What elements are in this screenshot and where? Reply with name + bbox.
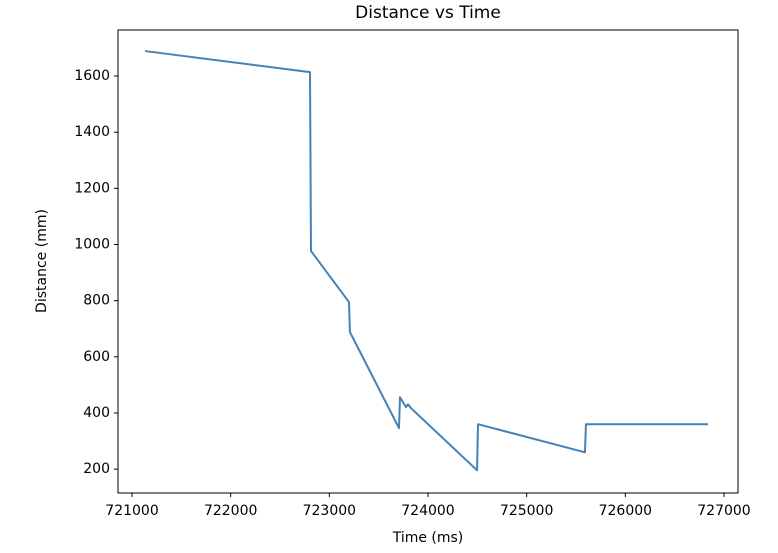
x-tick-label: 723000 bbox=[303, 503, 356, 519]
data-line bbox=[144, 50, 709, 472]
x-tick-label: 727000 bbox=[697, 503, 750, 519]
y-tick-label: 600 bbox=[83, 349, 110, 365]
y-tick-label: 1400 bbox=[74, 124, 110, 140]
y-tick-label: 200 bbox=[83, 461, 110, 477]
x-tick-label: 725000 bbox=[500, 503, 553, 519]
y-tick-label: 1200 bbox=[74, 180, 110, 196]
y-axis-label: Distance (mm) bbox=[34, 209, 50, 313]
x-tick-label: 724000 bbox=[401, 503, 454, 519]
y-tick-label: 800 bbox=[83, 293, 110, 309]
y-tick-label: 1600 bbox=[74, 68, 110, 84]
x-tick-label: 726000 bbox=[599, 503, 652, 519]
y-tick-label: 400 bbox=[83, 405, 110, 421]
y-tick-label: 1000 bbox=[74, 237, 110, 253]
x-tick-label: 722000 bbox=[204, 503, 257, 519]
x-axis-label: Time (ms) bbox=[392, 530, 464, 546]
chart-title: Distance vs Time bbox=[355, 3, 501, 23]
x-tick-label: 721000 bbox=[105, 503, 158, 519]
